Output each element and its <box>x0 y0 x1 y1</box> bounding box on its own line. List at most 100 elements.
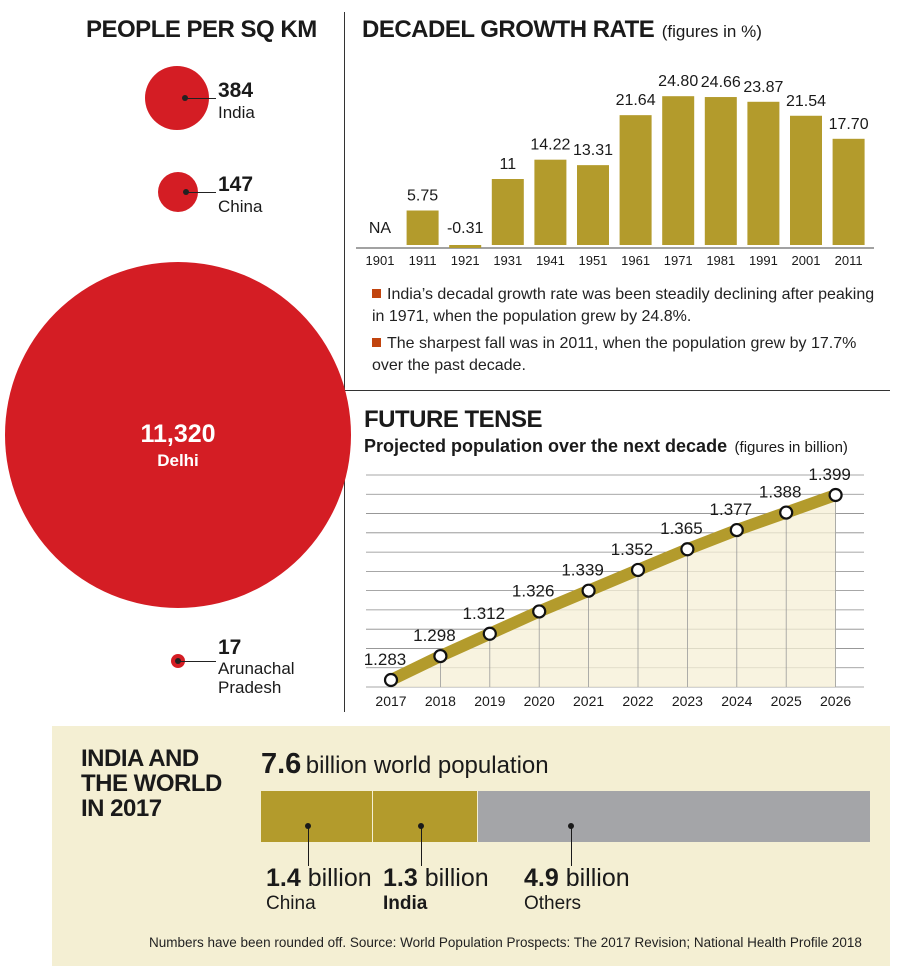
others-marker-line <box>571 826 572 866</box>
china-marker-line <box>308 826 309 866</box>
year-label-2018: 2018 <box>425 693 456 709</box>
china-population-value: 1.4 <box>266 864 301 892</box>
segment-gap <box>372 791 373 842</box>
growth-value-label-1901: NA <box>369 220 392 237</box>
area-fill <box>391 495 836 687</box>
india-population: 1.3 billion <box>383 864 489 893</box>
point-2021 <box>581 583 596 598</box>
world-total-label: billion world population <box>305 752 549 779</box>
world-title-line3: IN 2017 <box>81 795 162 822</box>
density-title: PEOPLE PER SQ KM <box>86 16 317 43</box>
growth-value-label-1991: 23.87 <box>743 79 783 96</box>
delhi-value: 11,320 <box>140 420 216 448</box>
growth-year-label-1961: 1961 <box>621 253 650 268</box>
growth-note-1: India’s decadal growth rate was been ste… <box>372 284 882 328</box>
china-population-unit: billion <box>307 864 372 892</box>
world-total: 7.6 billion world population <box>261 748 549 781</box>
future-subtitle: Projected population over the next decad… <box>364 436 728 456</box>
growth-heading: DECADEL GROWTH RATE (figures in %) <box>362 16 762 44</box>
others-population: 4.9 billion <box>524 864 630 893</box>
point-label-2018: 1.298 <box>413 626 456 645</box>
china-population-name: China <box>266 893 316 914</box>
growth-note-2-text: The sharpest fall was in 2011, when the … <box>372 335 857 374</box>
point-label-2020: 1.326 <box>512 581 555 600</box>
year-label-2025: 2025 <box>771 693 802 709</box>
growth-value-label-1921: -0.31 <box>447 220 484 237</box>
growth-bar-1971 <box>662 96 695 245</box>
india-marker-line <box>421 826 422 866</box>
others-population-unit: billion <box>565 864 630 892</box>
growth-bar-1981 <box>704 97 737 245</box>
growth-year-label-1971: 1971 <box>664 253 693 268</box>
growth-value-label-2001: 21.54 <box>786 93 826 110</box>
growth-year-label-2011: 2011 <box>835 253 863 268</box>
note-bullet <box>372 338 381 347</box>
year-label-2026: 2026 <box>820 693 851 709</box>
point-2026 <box>828 487 843 503</box>
india-population-name: India <box>383 893 428 914</box>
world-title: INDIA AND THE WORLD IN 2017 <box>81 746 222 821</box>
growth-note-1-text: India’s decadal growth rate was been ste… <box>372 286 875 325</box>
world-title-line1: INDIA AND <box>81 745 199 772</box>
others-segment <box>478 791 870 842</box>
future-units: (figures in billion) <box>734 439 848 456</box>
point-2023 <box>680 542 695 557</box>
future-line-chart: 1.283 2017 1.298 2018 1.312 2019 1.326 2020 1.33… <box>364 465 864 709</box>
china-density-value: 147 <box>218 173 254 196</box>
growth-value-label-1931: 11 <box>499 156 516 173</box>
growth-year-label-1951: 1951 <box>579 253 608 268</box>
growth-year-label-1931: 1931 <box>493 253 522 268</box>
year-label-2023: 2023 <box>672 693 703 709</box>
growth-year-label-1981: 1981 <box>706 253 735 268</box>
note-bullet <box>372 289 381 298</box>
growth-year-label-1911: 1911 <box>409 253 437 268</box>
delhi-label: Delhi <box>157 451 199 470</box>
growth-bar-2011 <box>832 138 865 245</box>
vertical-divider <box>344 12 345 712</box>
growth-value-label-1961: 21.64 <box>616 92 656 109</box>
source-note: Numbers have been rounded off. Source: W… <box>149 935 862 950</box>
india-leader <box>185 98 216 99</box>
growth-bar-1991 <box>747 101 780 245</box>
point-2025 <box>779 505 794 520</box>
population-line <box>385 489 842 686</box>
growth-bar-1911 <box>406 210 439 245</box>
arunachal-label-line1: Arunachal <box>218 659 295 678</box>
india-population-value: 1.3 <box>383 864 418 892</box>
world-panel: INDIA AND THE WORLD IN 2017 7.6 billion … <box>52 726 890 966</box>
arunachal-density-value: 17 <box>218 636 242 659</box>
arunachal-label-line2: Pradesh <box>218 678 282 697</box>
india-population-unit: billion <box>424 864 489 892</box>
growth-title: DECADEL GROWTH RATE <box>362 16 655 43</box>
point-2020 <box>532 604 547 619</box>
growth-note-2: The sharpest fall was in 2011, when the … <box>372 333 882 377</box>
point-label-2017: 1.283 <box>364 650 407 669</box>
point-label-2026: 1.399 <box>808 465 851 484</box>
point-2019 <box>482 626 497 641</box>
growth-bar-1951 <box>577 165 609 245</box>
year-label-2022: 2022 <box>622 693 653 709</box>
growth-bar-1941 <box>534 159 567 245</box>
point-2024 <box>729 522 744 538</box>
growth-year-label-1901: 1901 <box>366 253 395 268</box>
growth-bar-1961 <box>619 115 652 245</box>
point-label-2019: 1.312 <box>463 604 506 623</box>
growth-value-label-1951: 13.31 <box>573 142 613 159</box>
future-subtitle-row: Projected population over the next decad… <box>364 436 848 457</box>
year-label-2017: 2017 <box>375 693 406 709</box>
india-density-value: 384 <box>218 79 254 102</box>
china-leader <box>186 192 216 193</box>
world-total-value: 7.6 <box>261 748 302 780</box>
year-label-2020: 2020 <box>524 693 555 709</box>
point-2017 <box>383 672 399 688</box>
growth-value-label-2011: 17.70 <box>829 116 869 133</box>
growth-year-label-1921: 1921 <box>451 253 480 268</box>
point-label-2025: 1.388 <box>759 483 802 502</box>
growth-bar-chart: NA 1901 5.75 1911 -0.31 1921 11 1931 14.22 1941 13… <box>356 73 874 268</box>
china-segment <box>261 791 372 842</box>
year-label-2021: 2021 <box>573 693 604 709</box>
growth-value-label-1941: 14.22 <box>530 137 570 154</box>
growth-bar-1931 <box>491 179 524 245</box>
world-title-line2: THE WORLD <box>81 770 222 797</box>
others-population-name: Others <box>524 893 582 914</box>
